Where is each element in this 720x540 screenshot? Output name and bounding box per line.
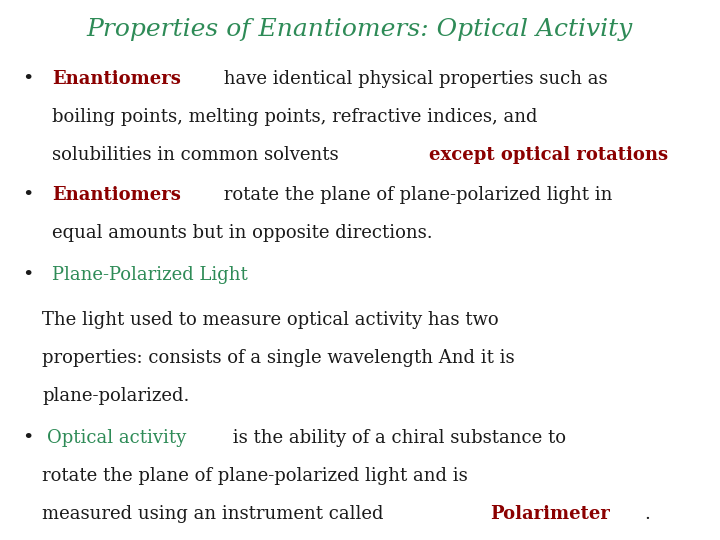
Text: equal amounts but in opposite directions.: equal amounts but in opposite directions… — [52, 224, 433, 242]
Text: •: • — [22, 266, 33, 284]
Text: Enantiomers: Enantiomers — [52, 70, 181, 88]
Text: •: • — [22, 186, 33, 204]
Text: Properties of Enantiomers: Optical Activity: Properties of Enantiomers: Optical Activ… — [87, 18, 633, 41]
Text: rotate the plane of plane-polarized light in: rotate the plane of plane-polarized ligh… — [218, 186, 613, 204]
Text: is the ability of a chiral substance to: is the ability of a chiral substance to — [227, 429, 566, 447]
Text: boiling points, melting points, refractive indices, and: boiling points, melting points, refracti… — [52, 108, 538, 126]
Text: •: • — [22, 429, 33, 447]
Text: Plane-Polarized Light: Plane-Polarized Light — [52, 266, 248, 284]
Text: plane-polarized.: plane-polarized. — [42, 387, 189, 406]
Text: properties: consists of a single wavelength And it is: properties: consists of a single wavelen… — [42, 349, 515, 367]
Text: Optical activity: Optical activity — [47, 429, 186, 447]
Text: Polarimeter: Polarimeter — [490, 505, 610, 523]
Text: •: • — [22, 70, 33, 88]
Text: have identical physical properties such as: have identical physical properties such … — [218, 70, 608, 88]
Text: measured using an instrument called: measured using an instrument called — [42, 505, 390, 523]
Text: solubilities in common solvents: solubilities in common solvents — [52, 146, 344, 164]
Text: except optical rotations: except optical rotations — [429, 146, 668, 164]
Text: .: . — [644, 505, 651, 523]
Text: rotate the plane of plane-polarized light and is: rotate the plane of plane-polarized ligh… — [42, 467, 468, 485]
Text: The light used to measure optical activity has two: The light used to measure optical activi… — [42, 311, 499, 329]
Text: Enantiomers: Enantiomers — [52, 186, 181, 204]
